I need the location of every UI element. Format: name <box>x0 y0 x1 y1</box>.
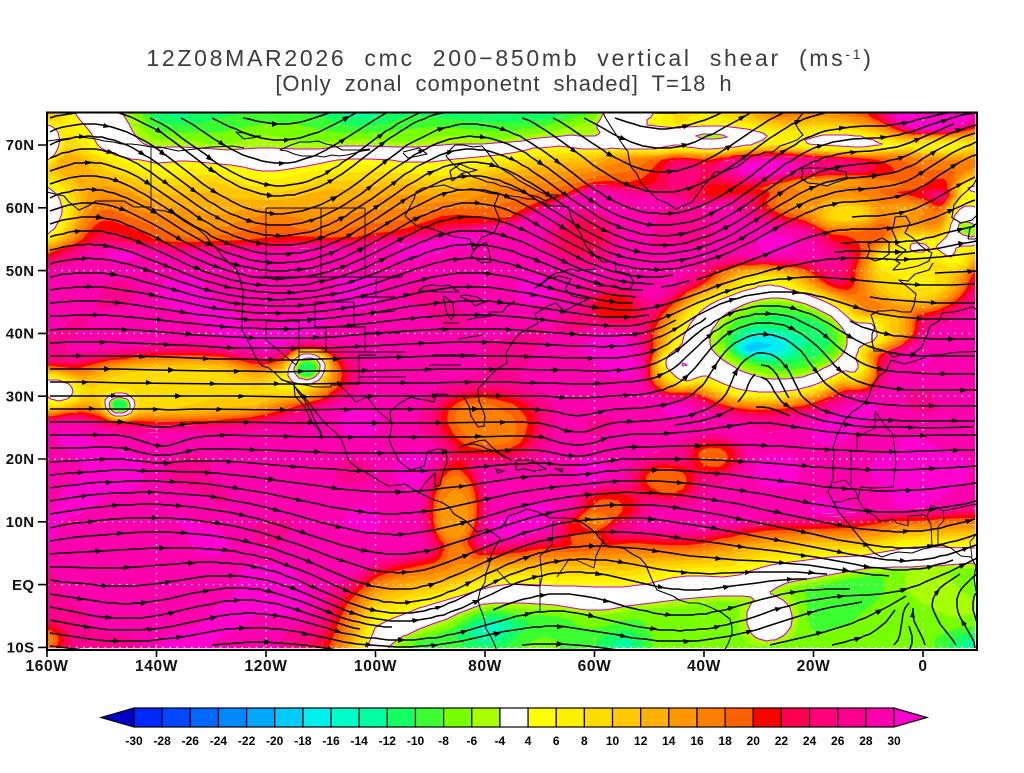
svg-text:6: 6 <box>553 734 560 748</box>
svg-text:40W: 40W <box>687 658 721 675</box>
svg-text:-20: -20 <box>266 734 284 748</box>
svg-text:-26: -26 <box>182 734 200 748</box>
svg-text:26: 26 <box>831 734 845 748</box>
svg-text:-22: -22 <box>238 734 256 748</box>
svg-text:20W: 20W <box>797 658 831 675</box>
svg-text:14: 14 <box>662 734 676 748</box>
svg-text:100W: 100W <box>354 658 397 675</box>
svg-text:12: 12 <box>634 734 648 748</box>
svg-text:-28: -28 <box>153 734 171 748</box>
svg-text:160W: 160W <box>26 658 69 675</box>
svg-text:-18: -18 <box>294 734 312 748</box>
svg-text:30N: 30N <box>6 388 35 405</box>
svg-text:22: 22 <box>775 734 789 748</box>
svg-text:60N: 60N <box>6 200 35 217</box>
svg-text:12Z08MAR2026 cmc 200−850mb ver: 12Z08MAR2026 cmc 200−850mb vertical shea… <box>146 45 873 71</box>
svg-text:4: 4 <box>525 734 532 748</box>
svg-text:EQ: EQ <box>12 577 34 594</box>
svg-text:-4: -4 <box>495 734 506 748</box>
svg-text:20: 20 <box>747 734 761 748</box>
svg-text:[Only zonal componetnt shaded]: [Only zonal componetnt shaded] T=18 h <box>275 71 732 96</box>
svg-text:70N: 70N <box>6 137 35 154</box>
svg-text:10: 10 <box>606 734 620 748</box>
svg-text:24: 24 <box>803 734 817 748</box>
svg-text:8: 8 <box>581 734 588 748</box>
svg-text:-30: -30 <box>125 734 143 748</box>
svg-text:40N: 40N <box>6 326 35 343</box>
svg-text:-16: -16 <box>322 734 340 748</box>
svg-text:-6: -6 <box>466 734 477 748</box>
svg-text:10S: 10S <box>7 640 35 657</box>
svg-text:120W: 120W <box>245 658 288 675</box>
svg-text:20N: 20N <box>6 451 35 468</box>
svg-text:0: 0 <box>918 658 927 675</box>
svg-text:-10: -10 <box>407 734 425 748</box>
svg-text:80W: 80W <box>468 658 502 675</box>
svg-text:140W: 140W <box>135 658 178 675</box>
svg-text:-24: -24 <box>210 734 228 748</box>
svg-text:16: 16 <box>690 734 704 748</box>
svg-text:-12: -12 <box>379 734 397 748</box>
svg-text:28: 28 <box>859 734 873 748</box>
svg-text:10N: 10N <box>6 514 35 531</box>
svg-text:-14: -14 <box>351 734 369 748</box>
svg-text:18: 18 <box>718 734 732 748</box>
svg-text:60W: 60W <box>578 658 612 675</box>
svg-text:50N: 50N <box>6 263 35 280</box>
svg-text:30: 30 <box>887 734 901 748</box>
svg-text:-8: -8 <box>438 734 449 748</box>
